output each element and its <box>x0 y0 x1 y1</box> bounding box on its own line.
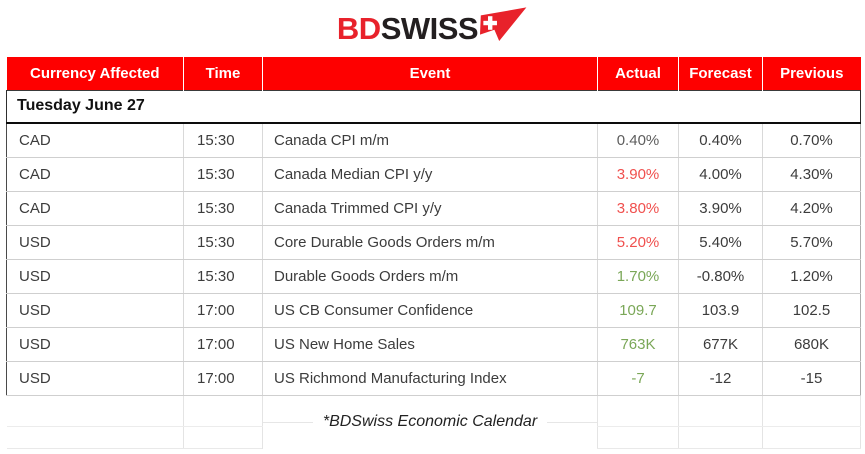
empty-cell <box>678 426 763 449</box>
logo-arrow-icon <box>480 6 527 41</box>
footer-note: *BDSwiss Economic Calendar <box>312 412 548 430</box>
empty-cell <box>678 395 763 427</box>
currency-cell: USD <box>6 293 184 328</box>
event-cell: Core Durable Goods Orders m/m <box>262 225 598 260</box>
footer-row: *BDSwiss Economic Calendar <box>6 395 861 448</box>
event-cell: US CB Consumer Confidence <box>262 293 598 328</box>
previous-cell: 4.20% <box>762 191 861 226</box>
previous-cell: 5.70% <box>762 225 861 260</box>
currency-cell: USD <box>6 327 184 362</box>
currency-cell: CAD <box>6 157 184 192</box>
previous-cell: 1.20% <box>762 259 861 294</box>
event-cell: US New Home Sales <box>262 327 598 362</box>
col-header-time: Time <box>183 57 263 90</box>
calendar-body: CAD 15:30 Canada CPI m/m 0.40% 0.40% 0.70% CAD… <box>6 123 861 396</box>
previous-cell: -15 <box>762 361 861 396</box>
actual-cell: 109.7 <box>597 293 679 328</box>
table-row: USD 15:30 Core Durable Goods Orders m/m 5.2… <box>6 225 861 260</box>
actual-cell: -7 <box>597 361 679 396</box>
empty-cell <box>597 426 679 449</box>
time-cell: 15:30 <box>183 225 263 260</box>
time-cell: 17:00 <box>183 293 263 328</box>
table-row: USD 17:00 US CB Consumer Confidence 109.7 10… <box>6 293 861 328</box>
actual-cell: 5.20% <box>597 225 679 260</box>
header-row: Currency Affected Time Event Actual Fore… <box>6 57 861 90</box>
bdswiss-logo: BD SWISS <box>0 0 865 57</box>
table-row: USD 17:00 US New Home Sales 763K 677K 680K <box>6 327 861 362</box>
time-cell: 15:30 <box>183 157 263 192</box>
time-cell: 15:30 <box>183 259 263 294</box>
footer-row <box>6 426 861 449</box>
table-row: CAD 15:30 Canada Median CPI y/y 3.90% 4.00% 4… <box>6 157 861 192</box>
table-row: USD 17:00 US Richmond Manufacturing Index -… <box>6 361 861 396</box>
previous-cell: 102.5 <box>762 293 861 328</box>
actual-cell: 3.80% <box>597 191 679 226</box>
forecast-cell: 4.00% <box>678 157 763 192</box>
empty-cell <box>183 395 263 427</box>
logo-text-bd: BD <box>336 11 381 46</box>
currency-cell: USD <box>6 259 184 294</box>
actual-cell: 1.70% <box>597 259 679 294</box>
table-row: CAD 15:30 Canada Trimmed CPI y/y 3.80% 3.90%… <box>6 191 861 226</box>
currency-cell: USD <box>6 361 184 396</box>
actual-cell: 763K <box>597 327 679 362</box>
event-cell: Canada CPI m/m <box>262 123 598 158</box>
time-cell: 15:30 <box>183 123 263 158</box>
currency-cell: CAD <box>6 123 184 158</box>
forecast-cell: -12 <box>678 361 763 396</box>
date-row: Tuesday June 27 <box>6 89 861 124</box>
empty-cell <box>6 395 184 427</box>
forecast-cell: 677K <box>678 327 763 362</box>
event-cell: Durable Goods Orders m/m <box>262 259 598 294</box>
forecast-cell: 103.9 <box>678 293 763 328</box>
currency-cell: CAD <box>6 191 184 226</box>
footer-note-cell: *BDSwiss Economic Calendar <box>262 395 598 448</box>
table-row: CAD 15:30 Canada CPI m/m 0.40% 0.40% 0.70% <box>6 123 861 158</box>
empty-cell <box>183 426 263 449</box>
previous-cell: 0.70% <box>762 123 861 158</box>
time-cell: 17:00 <box>183 327 263 362</box>
col-header-currency-affected: Currency Affected <box>6 57 184 90</box>
event-cell: US Richmond Manufacturing Index <box>262 361 598 396</box>
actual-cell: 0.40% <box>597 123 679 158</box>
empty-cell <box>6 426 184 449</box>
previous-cell: 4.30% <box>762 157 861 192</box>
actual-cell: 3.90% <box>597 157 679 192</box>
date-header-label: Tuesday June 27 <box>6 89 861 124</box>
table-row: USD 15:30 Durable Goods Orders m/m 1.70% -0.… <box>6 259 861 294</box>
empty-cell <box>762 395 861 427</box>
forecast-cell: 5.40% <box>678 225 763 260</box>
calendar-header: Currency Affected Time Event Actual Fore… <box>6 57 861 90</box>
col-header-forecast: Forecast <box>678 57 763 90</box>
empty-cell <box>762 426 861 449</box>
logo-text-swiss: SWISS <box>380 11 479 46</box>
event-cell: Canada Median CPI y/y <box>262 157 598 192</box>
time-cell: 15:30 <box>183 191 263 226</box>
event-cell: Canada Trimmed CPI y/y <box>262 191 598 226</box>
col-header-actual: Actual <box>597 57 679 90</box>
col-header-event: Event <box>262 57 598 90</box>
previous-cell: 680K <box>762 327 861 362</box>
forecast-cell: 0.40% <box>678 123 763 158</box>
forecast-cell: -0.80% <box>678 259 763 294</box>
col-header-previous: Previous <box>762 57 861 90</box>
calendar-footer: *BDSwiss Economic Calendar <box>6 395 861 449</box>
time-cell: 17:00 <box>183 361 263 396</box>
forecast-cell: 3.90% <box>678 191 763 226</box>
empty-cell <box>597 395 679 427</box>
currency-cell: USD <box>6 225 184 260</box>
economic-calendar-table: Currency Affected Time Event Actual Fore… <box>6 57 861 449</box>
date-section: Tuesday June 27 <box>6 89 861 124</box>
